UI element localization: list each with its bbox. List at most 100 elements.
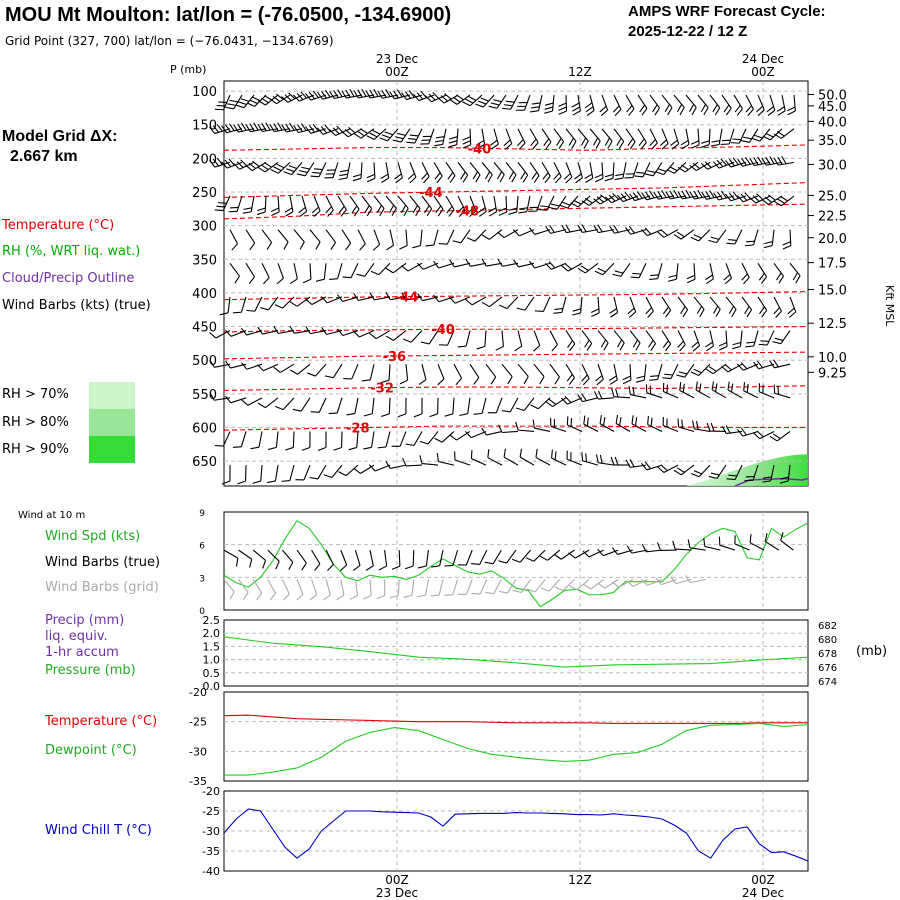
barb-shaft: [741, 263, 750, 278]
barb-shaft: [776, 431, 791, 442]
upper-wind-barb: [245, 262, 256, 284]
barb-feather: [308, 91, 316, 100]
barb-shaft: [289, 464, 295, 481]
barb-feather: [647, 170, 656, 173]
barb-feather: [434, 172, 441, 180]
upper-wind-barb: [481, 258, 503, 267]
barb-shaft: [526, 195, 531, 212]
sfc-wind-barb-grid: [296, 579, 304, 601]
barb-shaft: [620, 262, 631, 277]
barb-feather: [428, 93, 436, 101]
temperature-contour-label: -44: [395, 291, 419, 306]
barb-feather: [595, 454, 599, 463]
barb-shaft: [697, 128, 700, 145]
upper-wind-barb: [640, 227, 663, 237]
upper-wind-barb: [269, 122, 291, 133]
barb-feather: [408, 90, 415, 98]
barb-feather: [736, 195, 744, 203]
barb-feather: [497, 171, 503, 180]
barb-feather: [581, 452, 584, 461]
barb-shaft: [629, 296, 637, 313]
upper-wind-barb: [593, 224, 615, 234]
barb-shaft: [419, 229, 423, 246]
barb-feather: [498, 211, 507, 216]
barb-shaft: [709, 296, 721, 310]
upper-wind-barb: [385, 292, 407, 301]
barb-feather: [361, 88, 367, 97]
barb-feather: [661, 190, 667, 198]
barb-feather: [320, 296, 328, 304]
barb-feather: [596, 196, 604, 203]
barb-feather: [511, 174, 517, 183]
barb-feather: [353, 90, 359, 99]
barb-feather: [583, 415, 586, 425]
barb-feather: [488, 207, 497, 213]
barb-feather: [769, 156, 775, 165]
barb-feather: [620, 193, 628, 201]
barb-feather: [740, 362, 748, 370]
barb-shaft: [356, 431, 359, 448]
barb-feather: [650, 343, 656, 351]
upper-wind-barb: [349, 195, 360, 217]
sfc-wind-barb-grid: [363, 579, 372, 600]
barb-shaft: [698, 229, 711, 242]
barb-shaft: [734, 543, 750, 551]
barb-feather: [229, 99, 238, 103]
barb-feather: [658, 168, 667, 173]
barb-feather: [401, 265, 409, 272]
rh80-swatch: [89, 409, 135, 436]
barb-shaft: [373, 229, 381, 245]
barb-shaft: [410, 330, 423, 343]
barb-shaft: [489, 296, 503, 308]
barb-shaft: [685, 128, 690, 145]
barb-feather: [569, 585, 578, 591]
legend-wind-barbs: Wind Barbs (kts) (true): [2, 298, 151, 313]
barb-feather: [766, 106, 774, 113]
barb-shaft: [493, 579, 502, 594]
barb-shaft: [507, 579, 517, 594]
upper-wind-barb: [710, 128, 723, 147]
barb-feather: [399, 245, 408, 250]
upper-wind-barb: [653, 190, 675, 200]
barb-feather: [640, 229, 648, 237]
barb-feather: [756, 105, 764, 113]
barb-shaft: [533, 363, 545, 377]
barb-feather: [628, 225, 635, 234]
upper-wind-barb: [225, 395, 247, 404]
forecast-cycle-date: 2025-12-22 / 12 Z: [628, 23, 748, 40]
barb-feather: [609, 308, 618, 314]
barb-feather: [284, 94, 292, 101]
upper-wind-barb: [453, 363, 463, 386]
upper-wind-barb: [676, 363, 695, 378]
barb-feather: [701, 191, 707, 200]
upper-wind-barb: [257, 122, 279, 133]
barb-feather: [270, 207, 280, 213]
barb-shaft: [262, 330, 279, 335]
barb-feather: [615, 173, 624, 177]
barb-feather: [743, 382, 746, 391]
pressure-tick-label: 674: [818, 677, 837, 688]
barb-feather: [273, 366, 281, 373]
upper-wind-barb: [666, 161, 687, 174]
upper-wind-barb: [730, 128, 747, 144]
barb-shaft: [780, 330, 791, 345]
barb-feather: [584, 339, 590, 348]
barb-shaft: [517, 162, 529, 176]
barb-feather: [265, 122, 271, 131]
upper-wind-barb: [257, 397, 279, 409]
barb-feather: [241, 327, 248, 336]
barb-feather: [706, 422, 711, 432]
upper-wind-barb: [634, 162, 651, 178]
barb-feather: [763, 476, 772, 479]
barb-feather: [713, 305, 719, 314]
barb-feather: [594, 270, 604, 276]
barb-shaft: [566, 458, 583, 466]
barb-feather: [363, 413, 373, 417]
barb-feather: [787, 307, 795, 315]
upper-wind-barb: [502, 94, 519, 110]
barb-feather: [462, 140, 471, 145]
upper-wind-barb: [737, 427, 759, 437]
sfc-wind-barb-true: [687, 539, 706, 551]
barb-feather: [725, 193, 732, 202]
